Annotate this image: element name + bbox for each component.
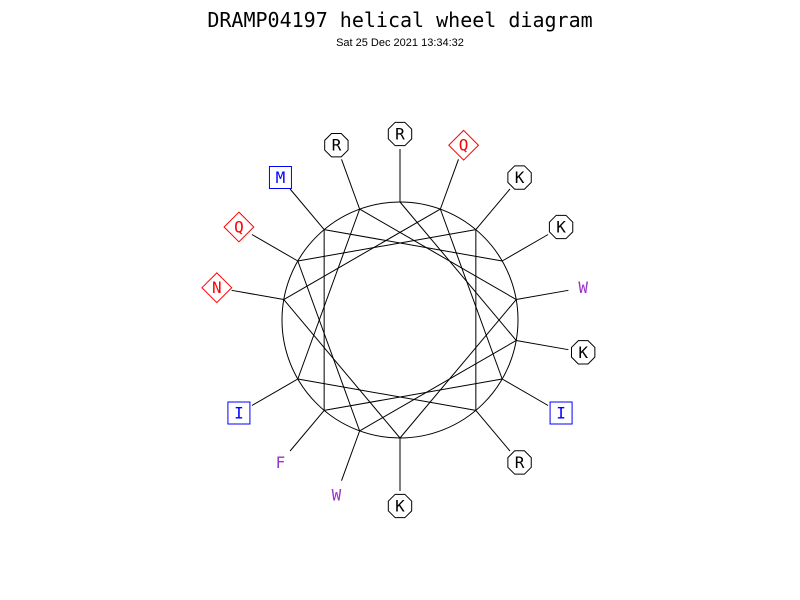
residue-16: K [549, 215, 572, 238]
helical-wheel-svg: R K W Q K R I R W K N Q I F M K [0, 0, 800, 600]
residue-10: K [388, 494, 411, 517]
residue-9: W [578, 278, 588, 297]
svg-text:R: R [395, 125, 405, 144]
svg-text:K: K [395, 497, 405, 516]
residue-1: R [388, 122, 411, 145]
svg-text:I: I [556, 404, 566, 423]
svg-text:K: K [578, 343, 588, 362]
residue-8: R [325, 134, 348, 157]
svg-text:W: W [578, 278, 588, 297]
svg-text:W: W [332, 485, 342, 504]
residue-12: Q [449, 130, 479, 160]
residue-14: F [276, 453, 286, 472]
svg-text:M: M [276, 168, 286, 187]
svg-text:I: I [234, 404, 244, 423]
svg-text:K: K [556, 218, 566, 237]
svg-text:N: N [212, 278, 222, 297]
svg-text:K: K [515, 168, 525, 187]
svg-text:Q: Q [234, 218, 244, 237]
residue-6: R [508, 451, 531, 474]
residue-3: W [332, 485, 342, 504]
residue-5: K [508, 166, 531, 189]
residue-15: M [269, 167, 291, 189]
residue-13: I [550, 402, 572, 424]
residue-4: Q [224, 212, 254, 242]
svg-text:R: R [515, 453, 525, 472]
residue-7: I [228, 402, 250, 424]
svg-text:Q: Q [459, 136, 469, 155]
residue-2: K [571, 341, 594, 364]
residue-11: N [202, 273, 232, 303]
svg-text:R: R [332, 136, 342, 155]
svg-text:F: F [276, 453, 286, 472]
